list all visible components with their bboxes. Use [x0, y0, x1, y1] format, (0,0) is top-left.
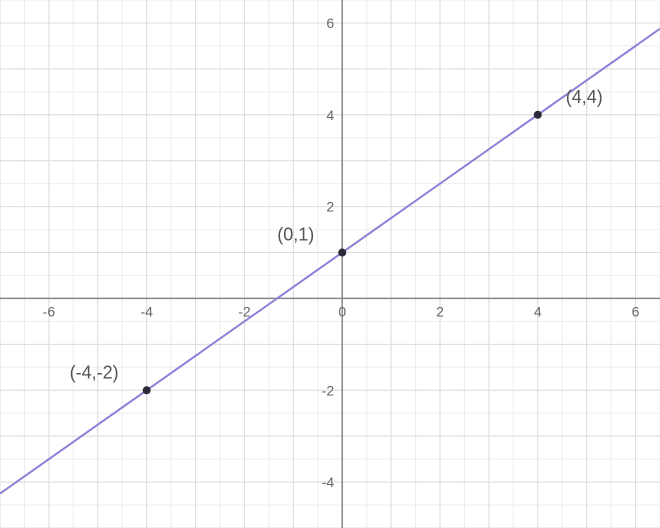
point-label: (4,4)	[566, 87, 603, 107]
data-point	[338, 249, 346, 257]
svg-text:2: 2	[326, 199, 334, 215]
svg-text:4: 4	[326, 107, 334, 123]
data-point	[143, 386, 151, 394]
svg-text:0: 0	[338, 303, 346, 319]
svg-text:-6: -6	[43, 303, 56, 319]
svg-text:6: 6	[326, 15, 334, 31]
svg-text:-2: -2	[322, 382, 335, 398]
svg-text:-4: -4	[322, 474, 335, 490]
chart-svg: -6-4-20246-4-2246(-4,-2)(0,1)(4,4)	[0, 0, 660, 528]
coordinate-plane-chart: -6-4-20246-4-2246(-4,-2)(0,1)(4,4)	[0, 0, 660, 528]
point-label: (0,1)	[277, 225, 314, 245]
point-label: (-4,-2)	[70, 362, 119, 382]
data-point	[534, 111, 542, 119]
svg-text:6: 6	[632, 303, 640, 319]
svg-text:2: 2	[436, 303, 444, 319]
svg-text:4: 4	[534, 303, 542, 319]
svg-text:-4: -4	[140, 303, 153, 319]
